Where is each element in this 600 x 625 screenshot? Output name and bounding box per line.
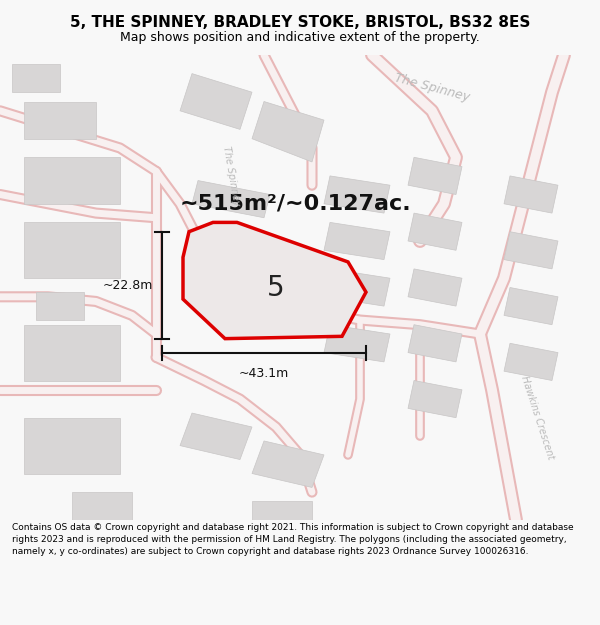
Text: Map shows position and indicative extent of the property.: Map shows position and indicative extent…: [120, 31, 480, 44]
Polygon shape: [24, 418, 120, 474]
Polygon shape: [504, 232, 558, 269]
Polygon shape: [192, 181, 270, 218]
Polygon shape: [252, 441, 324, 488]
Polygon shape: [408, 213, 462, 250]
Polygon shape: [504, 343, 558, 381]
Polygon shape: [36, 292, 84, 320]
Polygon shape: [24, 222, 120, 278]
Text: Contains OS data © Crown copyright and database right 2021. This information is : Contains OS data © Crown copyright and d…: [12, 523, 574, 556]
Polygon shape: [408, 381, 462, 418]
Polygon shape: [408, 269, 462, 306]
Text: 5: 5: [267, 274, 285, 301]
Polygon shape: [228, 241, 306, 278]
Polygon shape: [324, 269, 390, 306]
Text: ~515m²/~0.127ac.: ~515m²/~0.127ac.: [180, 194, 412, 214]
Text: The Spinney: The Spinney: [393, 71, 471, 104]
Text: ~22.8m: ~22.8m: [103, 279, 153, 292]
Polygon shape: [324, 176, 390, 213]
Polygon shape: [183, 222, 366, 339]
Polygon shape: [252, 501, 312, 520]
Polygon shape: [408, 158, 462, 194]
Polygon shape: [180, 413, 252, 459]
Polygon shape: [324, 325, 390, 362]
Polygon shape: [180, 74, 252, 129]
Text: ~43.1m: ~43.1m: [239, 366, 289, 379]
Polygon shape: [504, 176, 558, 213]
Polygon shape: [24, 101, 96, 139]
Polygon shape: [408, 325, 462, 362]
Text: Hawkins Crescent: Hawkins Crescent: [519, 374, 555, 461]
Polygon shape: [12, 64, 60, 92]
Polygon shape: [504, 288, 558, 325]
Polygon shape: [24, 325, 120, 381]
Polygon shape: [252, 101, 324, 162]
Polygon shape: [24, 158, 120, 204]
Text: 5, THE SPINNEY, BRADLEY STOKE, BRISTOL, BS32 8ES: 5, THE SPINNEY, BRADLEY STOKE, BRISTOL, …: [70, 16, 530, 31]
Polygon shape: [72, 492, 132, 520]
Polygon shape: [324, 222, 390, 259]
Text: The Spinney: The Spinney: [221, 145, 241, 206]
